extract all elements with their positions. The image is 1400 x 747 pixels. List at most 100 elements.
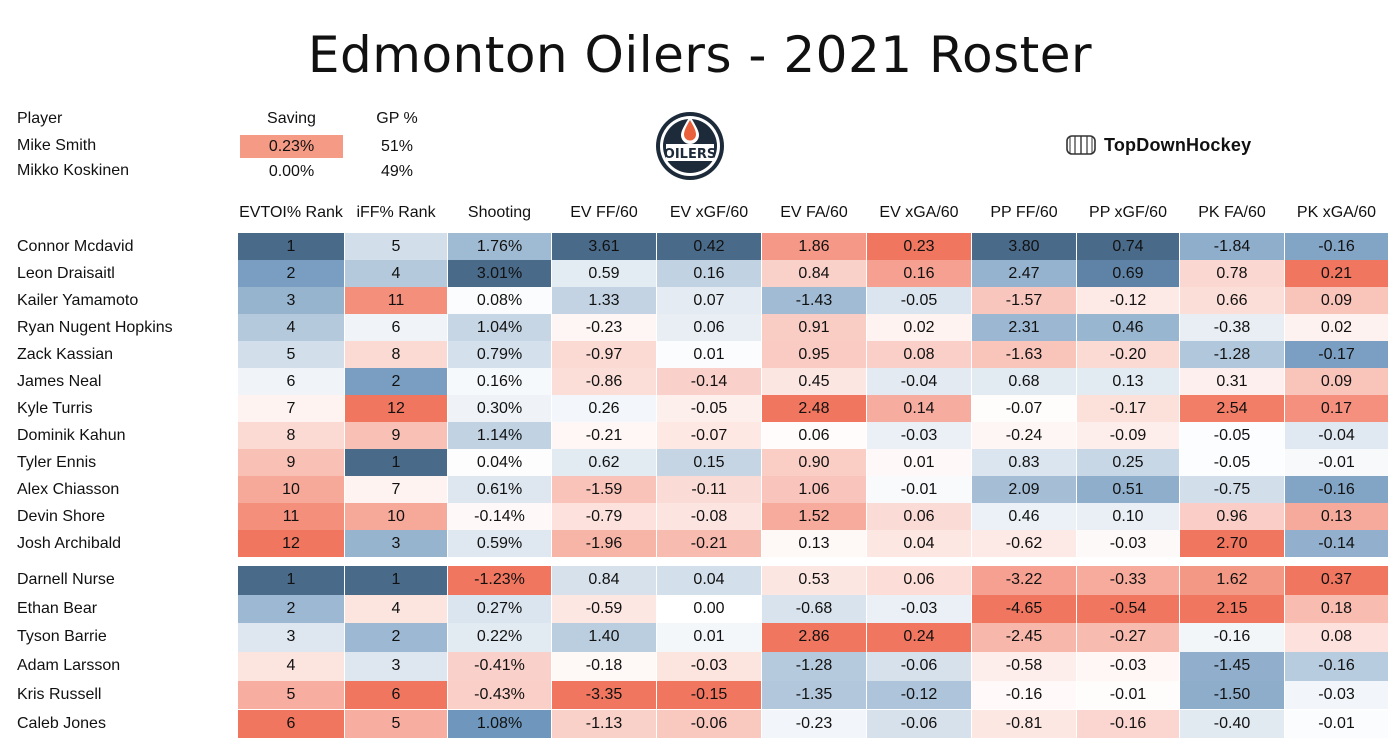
table-cell: 0.13 (762, 530, 866, 557)
table-cell: 0.08 (1285, 623, 1388, 653)
table-cell: 0.25 (1077, 449, 1179, 476)
table-cell: -0.07 (972, 395, 1076, 422)
forward-player-name: Connor Mcdavid (17, 238, 134, 255)
table-cell: -0.59 (552, 594, 656, 624)
table-cell: 0.74 (1077, 233, 1179, 260)
table-cell: -0.16 (1285, 476, 1388, 503)
table-cell: 2.86 (762, 623, 866, 653)
table-cell: 0.04 (867, 530, 971, 557)
logo-text: OILERS (664, 147, 716, 162)
table-cell: -2.45 (972, 623, 1076, 653)
table-cell: -0.03 (1077, 530, 1179, 557)
forward-player-name: Josh Archibald (17, 535, 122, 552)
table-cell: 2.15 (1180, 594, 1284, 624)
table-cell: 5 (345, 233, 447, 260)
table-cell: 6 (345, 680, 447, 710)
table-cell: 0.08 (867, 341, 971, 368)
table-cell: -0.06 (867, 652, 971, 681)
table-cell: 0.04% (448, 449, 551, 476)
table-cell: 6 (238, 368, 344, 395)
table-cell: 4 (238, 314, 344, 341)
page-title: Edmonton Oilers - 2021 Roster (307, 26, 1093, 84)
table-cell: -1.50 (1180, 680, 1284, 710)
goalie-header-saving: Saving (267, 110, 316, 127)
table-cell: 0.17 (1285, 395, 1388, 422)
table-cell: -0.38 (1180, 314, 1284, 341)
forward-player-name: Leon Draisaitl (17, 265, 115, 282)
table-cell: 0.79% (448, 341, 551, 368)
table-cell: 0.37 (1285, 566, 1388, 595)
table-cell: 1.86 (762, 233, 866, 260)
table-cell: -0.16 (1285, 233, 1388, 260)
goalie-header-gp: GP % (376, 110, 418, 127)
table-cell: 4 (345, 260, 447, 287)
table-cell: 0.51 (1077, 476, 1179, 503)
table-cell: -0.17 (1285, 341, 1388, 368)
table-cell: -0.40 (1180, 709, 1284, 739)
table-cell: 0.16 (867, 260, 971, 287)
table-cell: -0.33 (1077, 566, 1179, 595)
goalie-saving: 0.23% (240, 135, 343, 158)
table-cell: 9 (345, 422, 447, 449)
table-cell: -0.01 (1285, 449, 1388, 476)
column-header: PP FF/60 (990, 204, 1058, 221)
table-cell: 3 (238, 287, 344, 314)
table-cell: 0.46 (1077, 314, 1179, 341)
table-cell: -1.45 (1180, 652, 1284, 681)
table-cell: -0.68 (762, 594, 866, 624)
table-cell: 0.78 (1180, 260, 1284, 287)
table-cell: 0.08% (448, 287, 551, 314)
column-header: EV FF/60 (570, 204, 638, 221)
table-cell: 7 (238, 395, 344, 422)
table-cell: 10 (238, 476, 344, 503)
defense-player-name: Kris Russell (17, 685, 102, 703)
oilers-logo-icon: OILERS (656, 112, 724, 180)
table-cell: -0.08 (657, 503, 761, 530)
table-cell: 0.16 (657, 260, 761, 287)
table-cell: 1.04% (448, 314, 551, 341)
goalie-gp: 51% (380, 138, 414, 155)
table-cell: 0.01 (657, 341, 761, 368)
table-cell: 5 (238, 680, 344, 710)
table-cell: 0.59% (448, 530, 551, 557)
table-cell: -0.16 (1285, 652, 1388, 681)
column-header: iFF% Rank (356, 204, 436, 221)
table-cell: 2.70 (1180, 530, 1284, 557)
table-cell: 2.31 (972, 314, 1076, 341)
forward-player-name: Devin Shore (17, 508, 106, 525)
table-cell: -1.35 (762, 680, 866, 710)
goalie-gp: 49% (380, 163, 414, 180)
table-cell: 2.54 (1180, 395, 1284, 422)
table-cell: 5 (345, 709, 447, 739)
table-cell: -0.03 (1285, 680, 1388, 710)
defense-player-name: Tyson Barrie (17, 628, 107, 646)
table-cell: 0.13 (1077, 368, 1179, 395)
table-cell: -0.54 (1077, 594, 1179, 624)
table-cell: 3.61 (552, 233, 656, 260)
table-cell: -0.21 (657, 530, 761, 557)
table-cell: -0.09 (1077, 422, 1179, 449)
table-cell: 0.07 (657, 287, 761, 314)
table-cell: 5 (238, 341, 344, 368)
goalie-name: Mikko Koskinen (17, 162, 130, 179)
column-header: EV FA/60 (780, 204, 848, 221)
table-cell: -0.14 (657, 368, 761, 395)
table-cell: -0.62 (972, 530, 1076, 557)
table-cell: -0.79 (552, 503, 656, 530)
table-cell: 0.09 (1285, 368, 1388, 395)
table-cell: 0.31 (1180, 368, 1284, 395)
table-cell: 0.62 (552, 449, 656, 476)
table-cell: 7 (345, 476, 447, 503)
table-cell: -0.97 (552, 341, 656, 368)
table-cell: -0.18 (552, 652, 656, 681)
table-cell: 8 (345, 341, 447, 368)
column-header: EV xGA/60 (879, 204, 959, 221)
table-cell: 1.52 (762, 503, 866, 530)
table-cell: 0.84 (552, 566, 656, 595)
table-cell: 2 (238, 594, 344, 624)
table-cell: 0.00 (657, 594, 761, 624)
table-cell: 0.95 (762, 341, 866, 368)
table-cell: 1 (238, 566, 344, 595)
table-cell: 1.06 (762, 476, 866, 503)
table-cell: 0.68 (972, 368, 1076, 395)
